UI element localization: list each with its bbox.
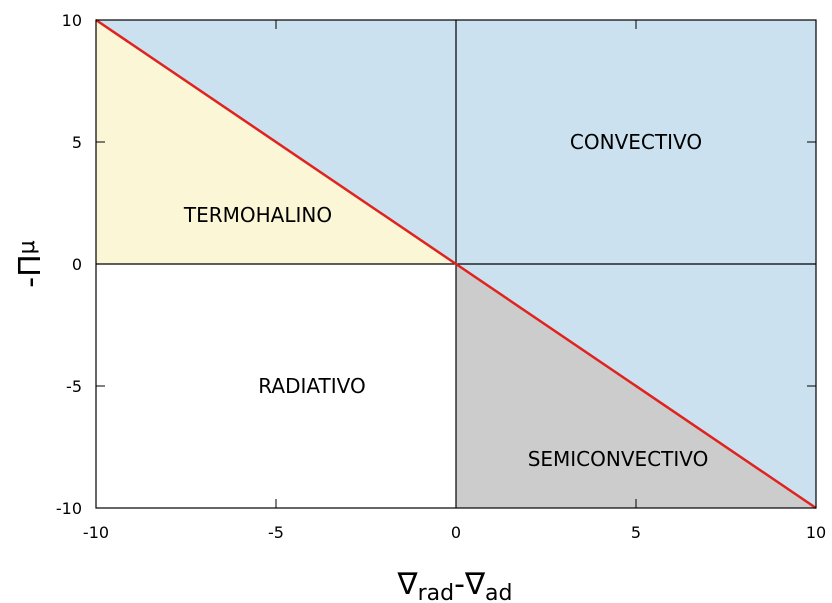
x-tick-label: 0: [451, 523, 461, 542]
x-axis-label: ∇rad-∇ad: [397, 567, 513, 603]
reference-line-layer: [95, 18, 817, 510]
y-tick-label: 5: [72, 133, 82, 152]
region-label-convectivo: CONVECTIVO: [570, 130, 702, 154]
y-tick-label: -10: [56, 499, 82, 518]
x-tick-label: -10: [83, 523, 109, 542]
x-tick-label: 5: [631, 523, 641, 542]
y-tick-label: -5: [66, 377, 82, 396]
region-labels-layer: CONVECTIVO TERMOHALINO RADIATIVO SEMICONVEC…: [183, 130, 708, 471]
region-label-termohalino: TERMOHALINO: [183, 203, 332, 227]
boundary-line: [95, 18, 817, 510]
y-axis-label: -Πμ: [13, 240, 48, 287]
y-tick-label: 10: [62, 11, 82, 30]
region-radiativo: [96, 264, 456, 508]
ticks-layer: -10 -5 0 5 10 -10 -5 0 5 10: [56, 11, 826, 542]
x-tick-label: 10: [806, 523, 826, 542]
y-tick-label: 0: [72, 255, 82, 274]
region-label-semiconvectivo: SEMICONVECTIVO: [528, 447, 709, 471]
x-tick-label: -5: [268, 523, 284, 542]
region-label-radiativo: RADIATIVO: [258, 374, 365, 398]
